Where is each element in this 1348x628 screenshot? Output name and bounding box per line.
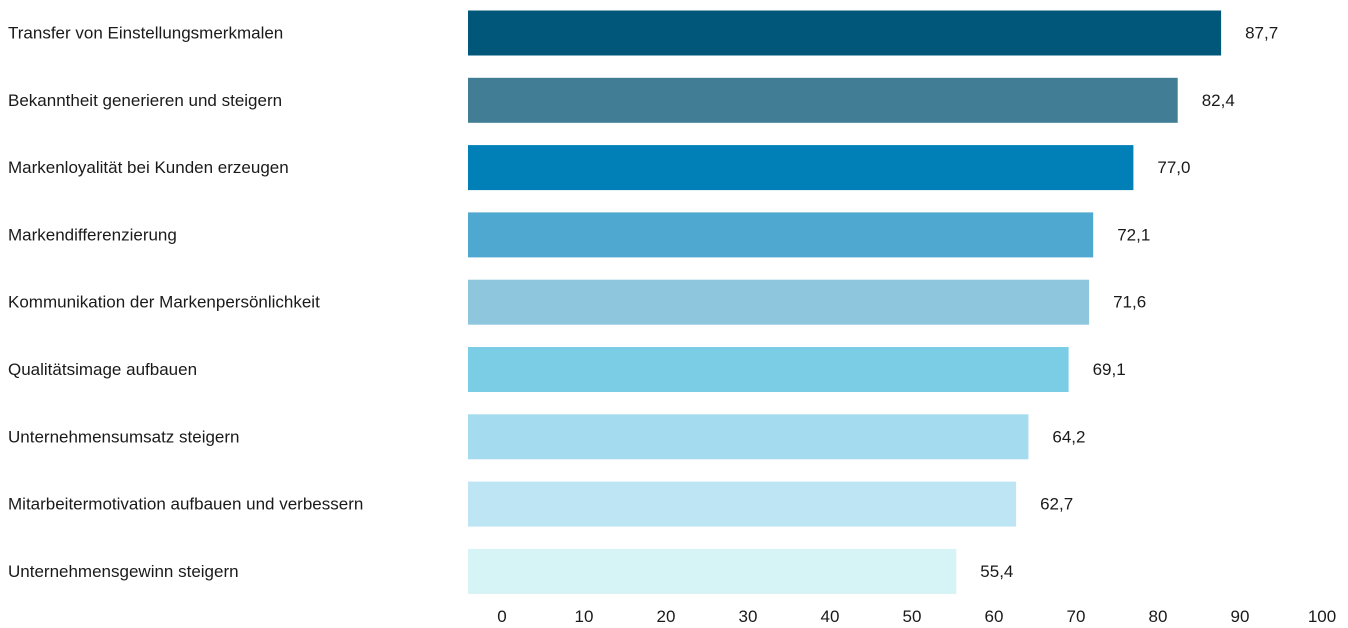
x-tick-label: 0 [497, 607, 506, 626]
bar [468, 10, 1222, 56]
x-tick-label: 60 [985, 607, 1004, 626]
category-label: Mitarbeitermotivation aufbauen und verbe… [8, 495, 363, 514]
value-labels: 87,7 82,4 77,0 72,1 71,6 69,1 64,2 62,7 55,4 [980, 24, 1278, 581]
category-label: Qualitätsimage aufbauen [8, 360, 197, 379]
x-tick-label: 100 [1308, 607, 1336, 626]
bar [468, 77, 1178, 123]
bars-layer [468, 10, 1222, 594]
bar [468, 548, 957, 594]
x-tick-label: 40 [821, 607, 840, 626]
x-tick-label: 70 [1067, 607, 1086, 626]
x-tick-label: 50 [903, 607, 922, 626]
value-label: 82,4 [1202, 91, 1235, 110]
value-label: 72,1 [1117, 225, 1150, 244]
bar [468, 481, 1017, 527]
category-label: Markendifferenzierung [8, 225, 177, 244]
value-label: 87,7 [1245, 24, 1278, 43]
category-label: Transfer von Einstellungsmerkmalen [8, 24, 283, 43]
category-label: Markenloyalität bei Kunden erzeugen [8, 158, 289, 177]
value-label: 55,4 [980, 562, 1013, 581]
x-axis: 0 10 20 30 40 50 60 70 80 90 100 [497, 607, 1336, 626]
x-tick-label: 10 [575, 607, 594, 626]
category-label: Unternehmensumsatz steigern [8, 427, 240, 446]
value-label: 71,6 [1113, 293, 1146, 312]
x-tick-label: 90 [1231, 607, 1250, 626]
value-label: 69,1 [1093, 360, 1126, 379]
x-tick-label: 30 [739, 607, 758, 626]
bar [468, 212, 1094, 258]
category-label: Bekanntheit generieren und steigern [8, 91, 282, 110]
bar [468, 414, 1029, 460]
category-label: Unternehmensgewinn steigern [8, 562, 239, 581]
value-label: 77,0 [1157, 158, 1190, 177]
bar [468, 145, 1134, 191]
value-label: 64,2 [1052, 427, 1085, 446]
x-tick-label: 80 [1149, 607, 1168, 626]
bar [468, 279, 1090, 325]
category-labels: Transfer von Einstellungsmerkmalen Bekann… [8, 24, 363, 581]
x-tick-label: 20 [657, 607, 676, 626]
bar [468, 347, 1069, 392]
category-label: Kommunikation der Markenpersönlichkeit [8, 293, 320, 312]
value-label: 62,7 [1040, 495, 1073, 514]
